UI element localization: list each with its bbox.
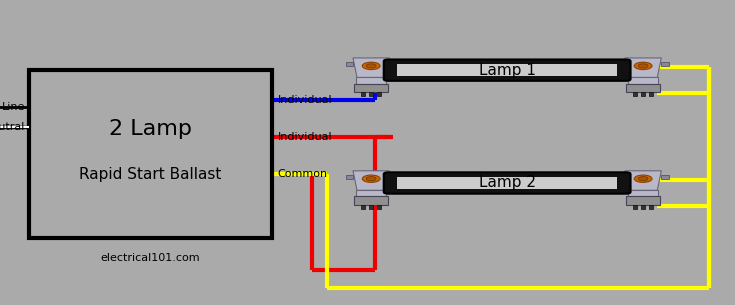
- Polygon shape: [625, 171, 662, 190]
- Bar: [649, 92, 653, 96]
- Bar: [626, 196, 660, 205]
- Bar: [617, 62, 625, 66]
- Circle shape: [638, 64, 648, 68]
- Circle shape: [362, 62, 380, 70]
- Bar: [345, 62, 353, 66]
- Bar: [345, 175, 353, 179]
- Bar: [356, 77, 387, 84]
- Polygon shape: [625, 58, 662, 77]
- Text: Line: Line: [2, 102, 26, 112]
- Text: Lamp 2: Lamp 2: [478, 175, 536, 191]
- Bar: [397, 64, 617, 76]
- Bar: [369, 205, 373, 209]
- Bar: [628, 190, 659, 196]
- FancyBboxPatch shape: [384, 172, 631, 194]
- Bar: [641, 205, 645, 209]
- FancyBboxPatch shape: [29, 70, 272, 238]
- Bar: [361, 205, 365, 209]
- Text: Lamp 1: Lamp 1: [478, 63, 536, 78]
- Circle shape: [366, 177, 376, 181]
- Bar: [662, 175, 669, 179]
- Circle shape: [634, 175, 652, 182]
- Text: 2 Lamp: 2 Lamp: [110, 119, 192, 139]
- Bar: [356, 190, 387, 196]
- Text: Individual: Individual: [278, 95, 332, 105]
- Polygon shape: [353, 171, 390, 190]
- Bar: [633, 205, 637, 209]
- Bar: [390, 175, 397, 179]
- Bar: [390, 62, 397, 66]
- Text: Rapid Start Ballast: Rapid Start Ballast: [79, 167, 222, 182]
- Circle shape: [362, 175, 380, 182]
- Circle shape: [634, 62, 652, 70]
- Bar: [626, 84, 660, 92]
- Polygon shape: [353, 58, 390, 77]
- Text: Neutral: Neutral: [0, 122, 26, 132]
- Bar: [628, 77, 659, 84]
- Bar: [397, 177, 617, 189]
- Bar: [354, 196, 388, 205]
- Text: Individual: Individual: [278, 132, 332, 142]
- Circle shape: [638, 177, 648, 181]
- Bar: [617, 175, 625, 179]
- Bar: [633, 92, 637, 96]
- Bar: [649, 205, 653, 209]
- Text: electrical101.com: electrical101.com: [101, 253, 201, 263]
- Circle shape: [366, 64, 376, 68]
- Bar: [369, 92, 373, 96]
- Bar: [361, 92, 365, 96]
- Bar: [377, 205, 381, 209]
- FancyBboxPatch shape: [384, 59, 631, 81]
- Text: Common: Common: [278, 169, 328, 179]
- Bar: [641, 92, 645, 96]
- Bar: [662, 62, 669, 66]
- Bar: [377, 92, 381, 96]
- Bar: [354, 84, 388, 92]
